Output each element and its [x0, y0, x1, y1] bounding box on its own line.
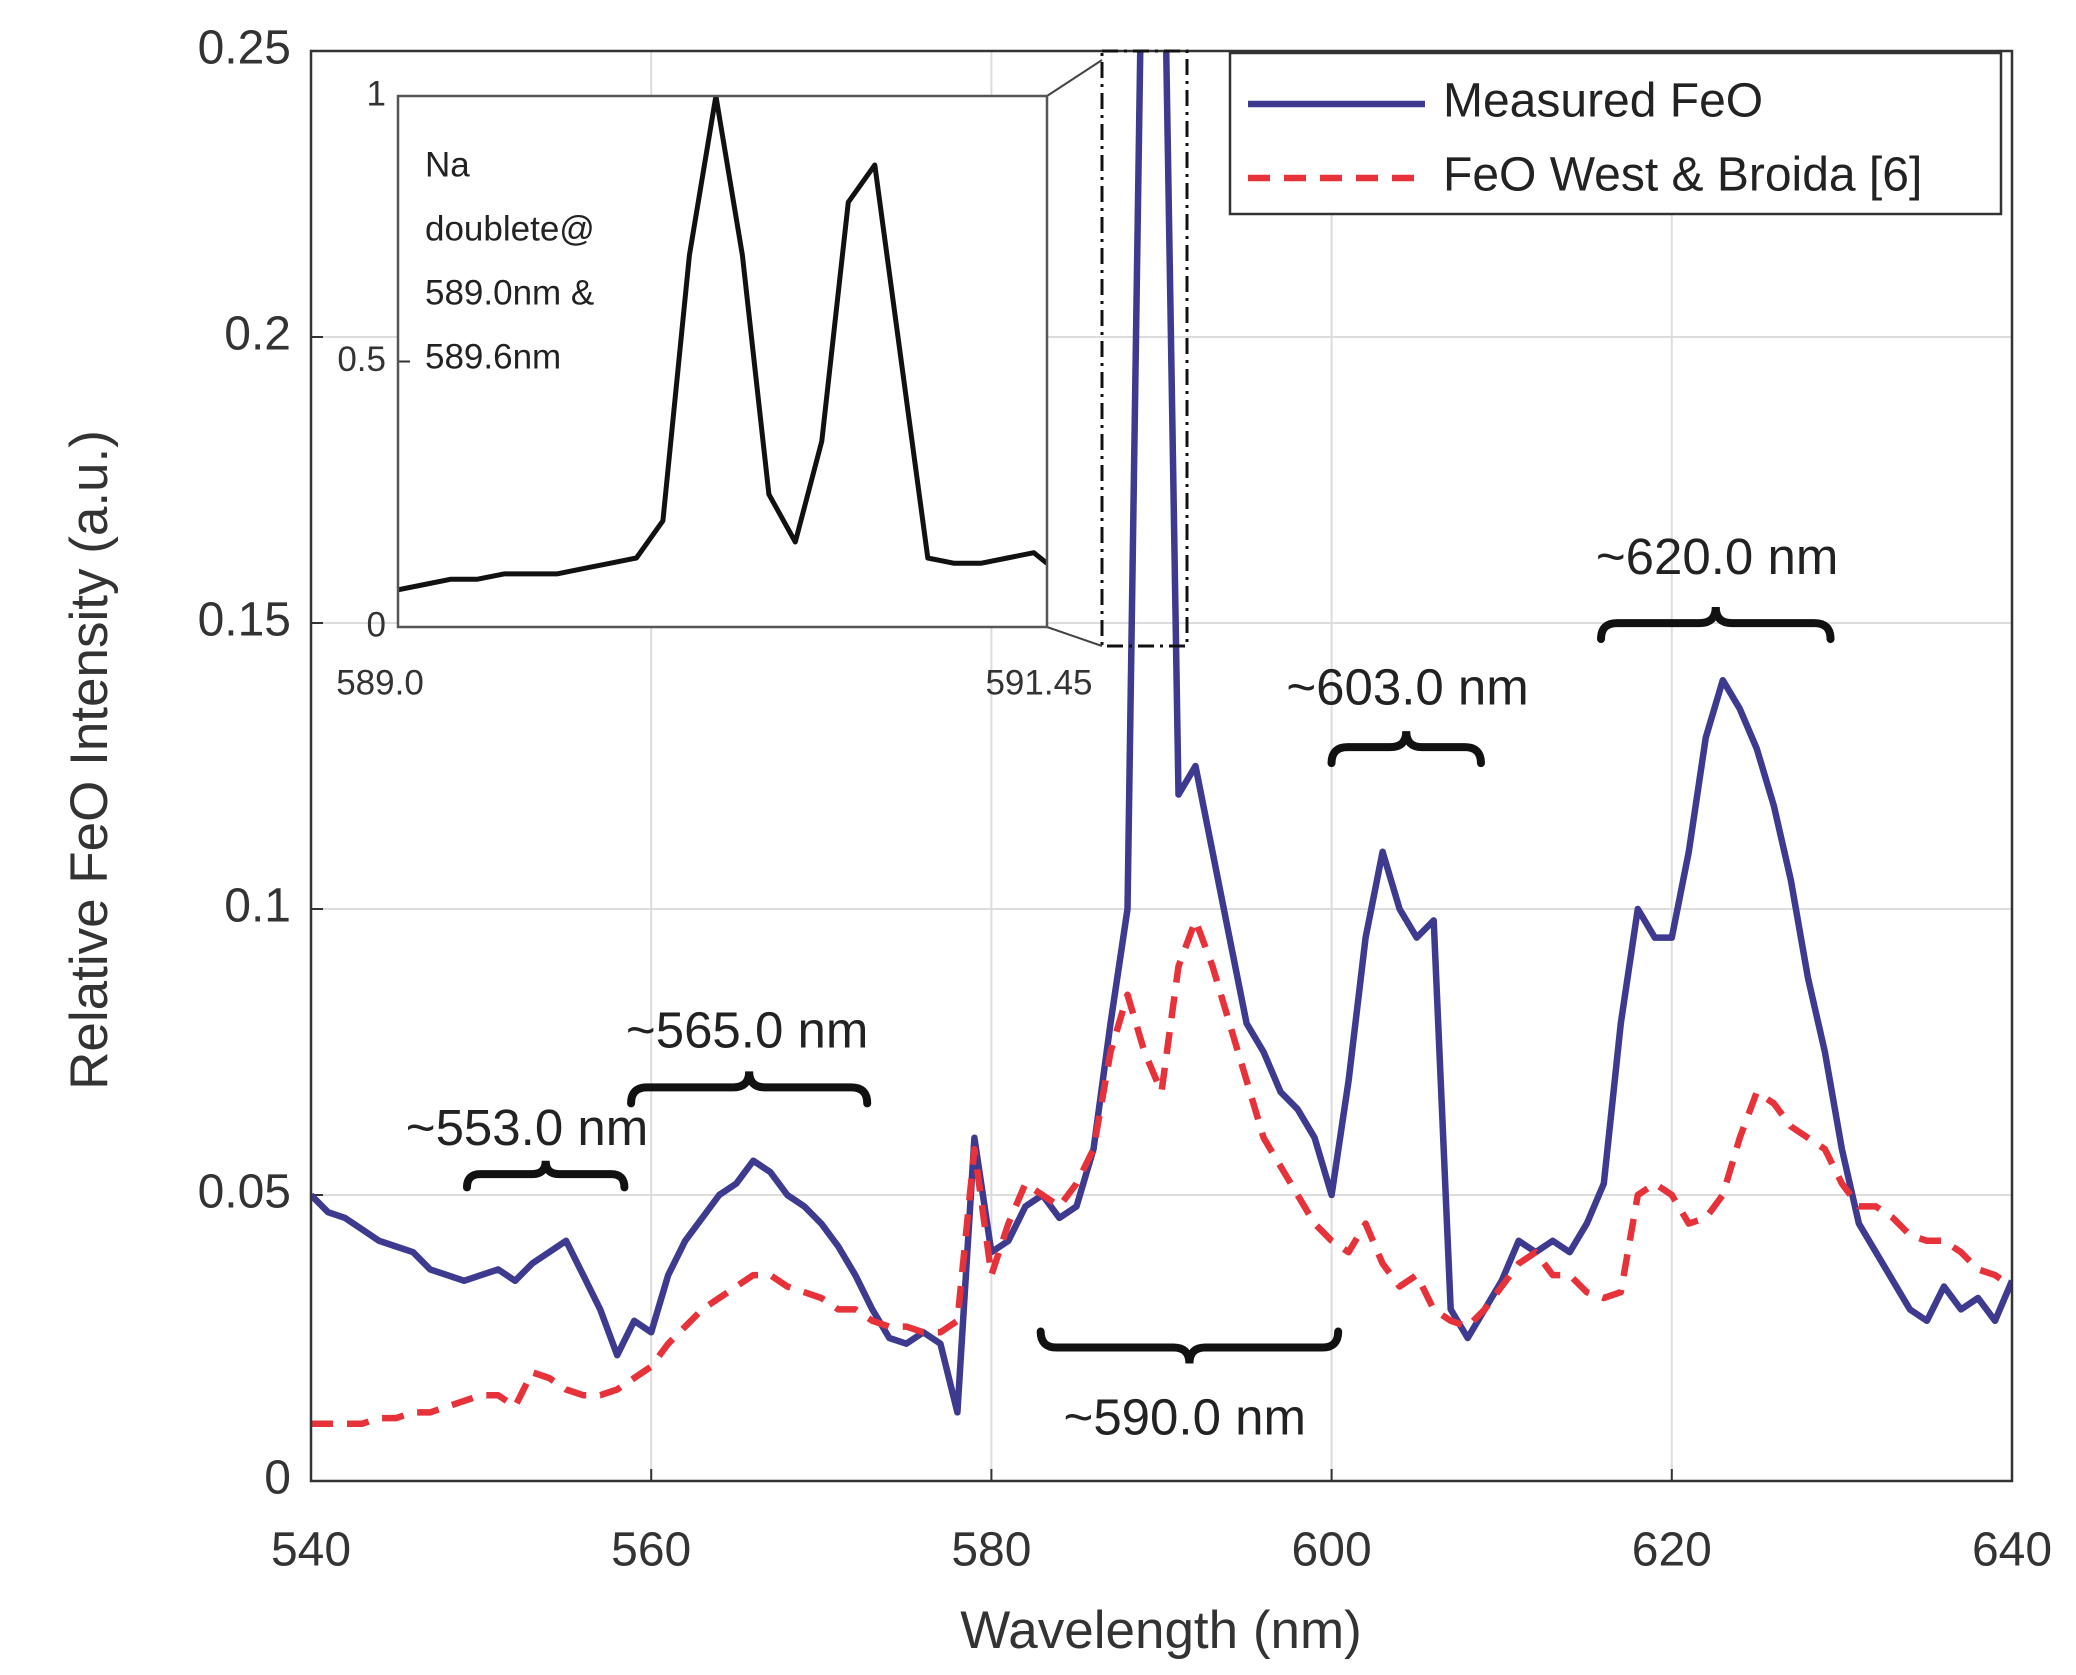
annotation: ~603.0 nm	[1286, 659, 1528, 716]
y-tick-label: 1	[367, 74, 386, 113]
brace	[462, 1160, 629, 1192]
legend-label: FeO West & Broida [6]	[1443, 149, 1922, 202]
x-tick-label: 540	[271, 1524, 351, 1577]
plot-area	[398, 96, 1047, 627]
y-tick-label: 0.1	[224, 880, 291, 933]
inset-note: Na	[425, 145, 470, 184]
annotation: ~565.0 nm	[626, 1001, 868, 1058]
y-tick-label: 0.05	[198, 1166, 291, 1219]
y-axis-label: Relative FeO Intensity (a.u.)	[60, 430, 119, 1090]
y-tick-label: 0.25	[198, 22, 291, 75]
x-tick-label: 580	[951, 1524, 1031, 1577]
legend-box	[1228, 51, 2003, 216]
axes-frame	[309, 49, 2014, 1483]
brace	[1036, 1327, 1343, 1364]
legend: Measured FeO FeO West & Broida [6]	[1228, 51, 2003, 216]
connector	[1046, 59, 1103, 97]
inset-note: 589.6nm	[425, 337, 561, 376]
y-tick-label: 0.2	[224, 308, 291, 361]
x-tick-label: 560	[611, 1524, 691, 1577]
legend-label: Measured FeO	[1443, 75, 1763, 128]
y-tick-label: 0	[264, 1452, 291, 1505]
series-line	[398, 96, 1047, 593]
x-tick-label: 600	[1292, 1524, 1372, 1577]
x-tick-label: 591.45	[985, 663, 1092, 702]
annotation: ~620.0 nm	[1596, 528, 1838, 585]
x-tick-label: 620	[1632, 1524, 1712, 1577]
connector	[1046, 626, 1103, 647]
inset-note: 589.0nm &	[425, 273, 594, 312]
series-line	[311, 51, 2012, 1416]
inset-note: doublete@	[425, 209, 595, 248]
x-axis-label: Wavelength (nm)	[960, 1601, 1362, 1660]
annotation: ~590.0 nm	[1064, 1388, 1306, 1445]
y-tick-label: 0.15	[198, 594, 291, 647]
x-tick-label: 589.0	[336, 663, 424, 702]
y-tick-label: 0.5	[337, 340, 386, 379]
y-tick-label: 0	[367, 605, 386, 644]
axes-frame	[396, 94, 1049, 629]
brace	[1597, 606, 1835, 644]
zoom-box	[1100, 49, 1189, 648]
annotation: ~553.0 nm	[406, 1099, 648, 1156]
series-line	[311, 917, 2012, 1428]
x-tick-label: 640	[1972, 1524, 2052, 1577]
